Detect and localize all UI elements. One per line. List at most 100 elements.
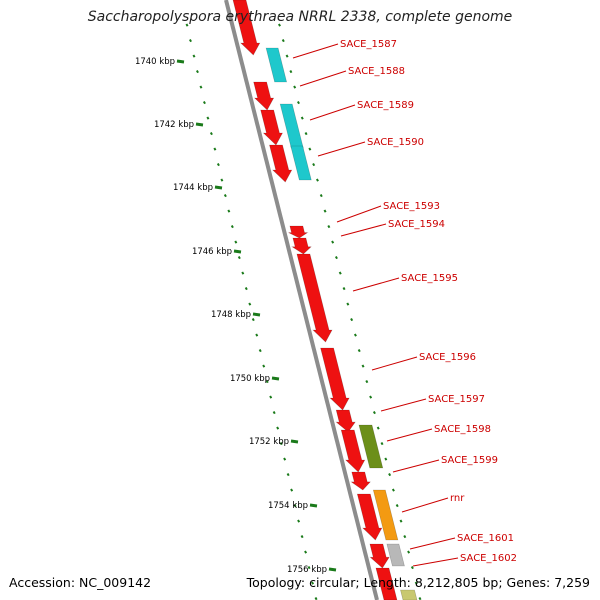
gene-leader-line bbox=[317, 141, 366, 157]
outer-tick-dot bbox=[300, 116, 304, 120]
outer-tick-dot bbox=[323, 209, 327, 213]
forward-cds-arrow bbox=[369, 543, 390, 569]
gene-label: rnr bbox=[450, 493, 465, 504]
backbone-line bbox=[224, 0, 379, 600]
kbp-label: 1740 kbp bbox=[135, 57, 175, 67]
outer-tick-ring bbox=[278, 23, 422, 600]
outer-tick-dot bbox=[296, 101, 300, 105]
forward-cds-arrow bbox=[356, 493, 383, 541]
outer-tick-dot bbox=[395, 504, 399, 508]
outer-tick-dot bbox=[365, 380, 369, 384]
gene-leader-line bbox=[299, 70, 347, 87]
outer-tick-dot bbox=[319, 194, 323, 198]
inner-tick-dot bbox=[255, 333, 259, 337]
inner-tick-dot bbox=[300, 535, 304, 539]
inner-tick-dot bbox=[209, 132, 213, 136]
inner-tick-dot bbox=[290, 488, 294, 492]
inner-tick-dot bbox=[189, 39, 192, 43]
forward-cds-arrow bbox=[296, 253, 333, 343]
forward-cds-arrow bbox=[335, 409, 356, 433]
gene-label: SACE_1602 bbox=[460, 553, 517, 564]
forward-cds-arrow bbox=[340, 429, 366, 473]
outer-tick-dot bbox=[293, 85, 297, 89]
gene-leader-line bbox=[340, 223, 387, 237]
gene-leader-line bbox=[309, 104, 356, 121]
outer-tick-dot bbox=[334, 256, 338, 260]
outer-tick-dot bbox=[308, 147, 312, 151]
forward-cds-arrow bbox=[232, 0, 261, 56]
gene-leader-lines bbox=[292, 43, 459, 567]
kbp-label: 1750 kbp bbox=[230, 374, 270, 384]
other-feature-block bbox=[358, 424, 384, 469]
major-tick bbox=[195, 122, 204, 127]
inner-tick-dot bbox=[230, 225, 234, 229]
inner-tick-dot bbox=[223, 194, 227, 198]
kbp-label: 1742 kbp bbox=[154, 120, 194, 130]
gene-label: SACE_1599 bbox=[441, 455, 498, 466]
gene-label: SACE_1601 bbox=[457, 533, 514, 544]
inner-tick-dot bbox=[286, 473, 290, 477]
feature-track bbox=[232, 0, 418, 600]
major-tick bbox=[176, 59, 185, 64]
inner-tick-dot bbox=[216, 163, 220, 167]
outer-tick-dot bbox=[388, 473, 392, 477]
inner-tick-ring bbox=[185, 23, 318, 600]
gene-label: SACE_1595 bbox=[401, 273, 458, 284]
inner-tick-dot bbox=[185, 23, 189, 27]
gene-leader-line bbox=[352, 277, 400, 292]
outer-tick-dot bbox=[391, 488, 395, 492]
forward-cds-arrow bbox=[291, 237, 312, 255]
outer-tick-dot bbox=[350, 318, 354, 322]
inner-tick-dot bbox=[206, 116, 210, 120]
outer-tick-dot bbox=[384, 457, 388, 461]
inner-tick-dot bbox=[213, 147, 217, 151]
gene-leader-line bbox=[392, 459, 440, 473]
outer-tick-dot bbox=[312, 163, 316, 167]
inner-tick-dot bbox=[251, 318, 255, 322]
inner-tick-dot bbox=[311, 581, 315, 585]
genome-summary-text: Topology: circular; Length: 8,212,805 bp… bbox=[246, 575, 590, 590]
outer-tick-dot bbox=[278, 23, 281, 27]
major-tick bbox=[309, 503, 318, 508]
inner-tick-dot bbox=[234, 240, 238, 244]
forward-cds-arrow bbox=[288, 225, 309, 239]
outer-tick-dot bbox=[399, 519, 403, 523]
kbp-label: 1748 kbp bbox=[211, 310, 251, 320]
reverse-cds-block bbox=[279, 103, 304, 149]
inner-tick-dot bbox=[220, 178, 224, 182]
inner-tick-dot bbox=[192, 54, 196, 58]
outer-tick-dot bbox=[331, 240, 335, 244]
gene-leader-line bbox=[380, 398, 427, 412]
inner-tick-dot bbox=[241, 271, 245, 275]
outer-tick-dot bbox=[338, 271, 342, 275]
major-tick bbox=[328, 567, 337, 572]
outer-tick-dot bbox=[372, 411, 376, 415]
outer-tick-dot bbox=[315, 178, 319, 182]
forward-cds-arrow bbox=[253, 81, 275, 111]
outer-tick-dot bbox=[403, 535, 407, 539]
inner-tick-dot bbox=[202, 101, 206, 105]
gene-label: SACE_1594 bbox=[388, 219, 445, 230]
gene-leader-line bbox=[336, 205, 382, 223]
gene-leader-line bbox=[371, 356, 418, 371]
inner-tick-dot bbox=[199, 85, 203, 89]
outer-tick-dot bbox=[414, 581, 418, 585]
inner-tick-dot bbox=[314, 597, 318, 600]
kbp-tick-labels: 1740 kbp 1742 kbp 1744 kbp 1746 kbp 1748 kbp… bbox=[135, 57, 337, 575]
gene-label: SACE_1596 bbox=[419, 352, 476, 363]
gene-leader-line bbox=[292, 43, 339, 59]
major-tick bbox=[233, 249, 242, 254]
outer-tick-dot bbox=[361, 364, 365, 368]
major-tick bbox=[252, 312, 261, 317]
kbp-label: 1752 kbp bbox=[249, 437, 289, 447]
page-title: Saccharopolyspora erythraea NRRL 2338, c… bbox=[87, 9, 513, 25]
kbp-label: 1754 kbp bbox=[268, 501, 308, 511]
major-tick bbox=[214, 185, 223, 190]
accession-text: Accession: NC_009142 bbox=[9, 575, 152, 590]
inner-tick-dot bbox=[272, 411, 276, 415]
outer-tick-dot bbox=[346, 302, 350, 306]
gene-leader-line bbox=[412, 557, 459, 567]
kbp-label: 1756 kbp bbox=[287, 565, 327, 575]
genome-backbone bbox=[224, 0, 379, 600]
